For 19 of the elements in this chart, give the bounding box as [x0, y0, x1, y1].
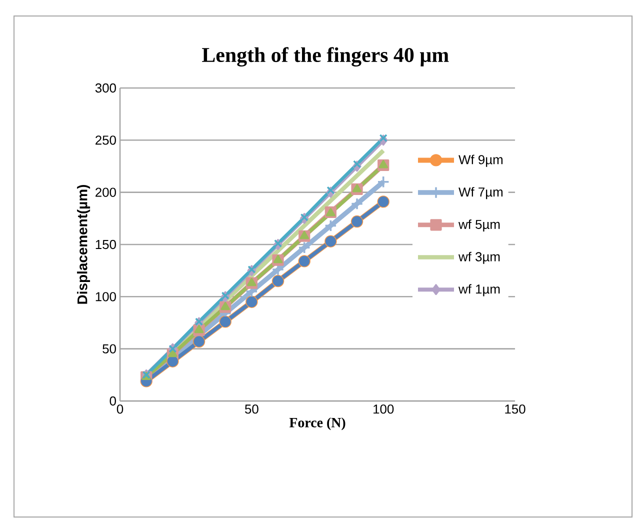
chart-title: Length of the fingers 40 µm	[202, 47, 449, 66]
legend-label: Wf 7µm	[458, 187, 503, 200]
x-tick-label: 0	[116, 404, 124, 414]
y-tick-label: 0	[110, 396, 116, 406]
y-tick-label: 150	[96, 240, 116, 250]
x-tick-label: 100	[374, 404, 394, 414]
legend-label: wf 1µm	[458, 284, 500, 296]
y-tick-label: 300	[95, 83, 116, 93]
x-tick-label: 150	[505, 404, 526, 414]
legend-label: Wf 9µm	[458, 154, 503, 167]
y-tick-label: 100	[96, 292, 116, 302]
y-tick-label: 200	[96, 188, 116, 197]
y-tick-label: 50	[102, 344, 116, 354]
x-tick-label: 50	[244, 404, 258, 414]
legend-label: wf 3µm	[458, 252, 500, 264]
x-axis-title: Force (N)	[289, 418, 346, 430]
y-tick-label: 250	[96, 136, 116, 145]
legend-label: wf 5µm	[458, 219, 500, 232]
y-axis-title: Displacement(µm)	[77, 184, 90, 304]
